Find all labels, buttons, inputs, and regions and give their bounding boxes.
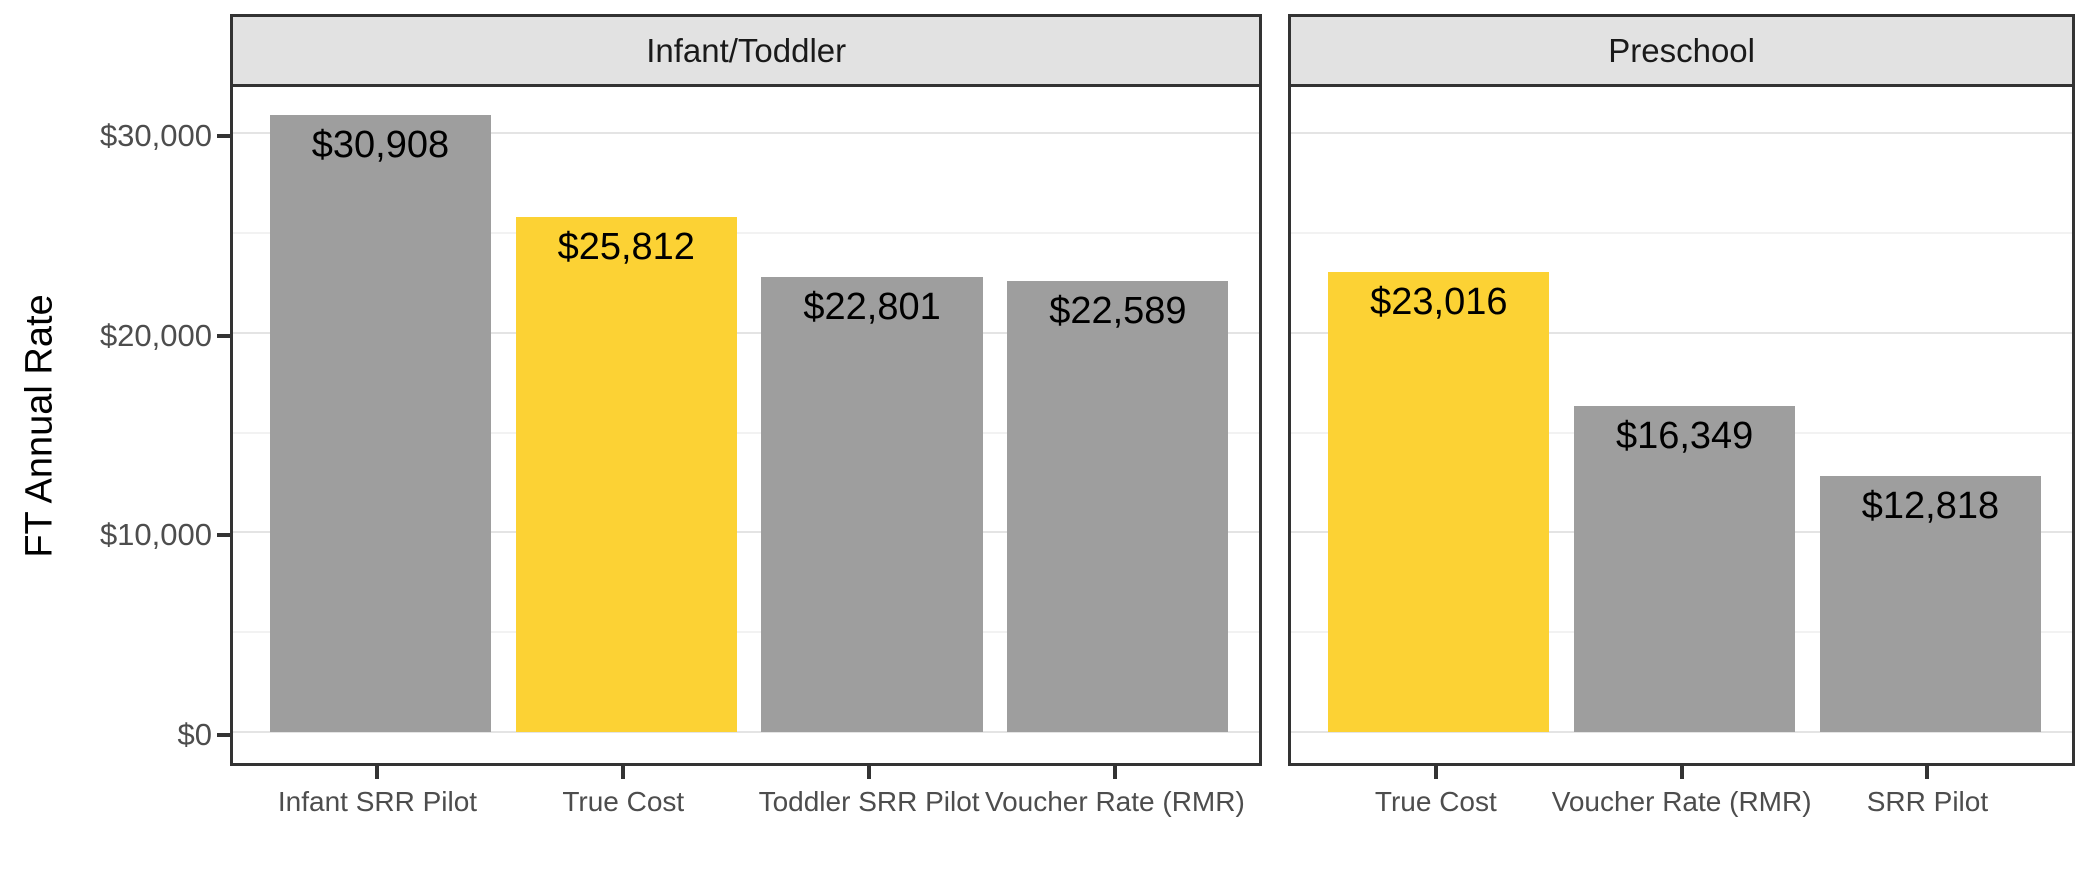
gridline-major <box>1291 132 2072 134</box>
x-tick-mark <box>1433 766 1438 779</box>
bar-value-label: $25,812 <box>557 225 695 268</box>
x-tick-mark <box>1679 766 1684 779</box>
gridline-major <box>233 731 1260 734</box>
gridline-major <box>1291 331 2072 334</box>
bar-value-label: $12,818 <box>1861 485 2000 528</box>
x-tick-mark <box>621 766 626 779</box>
facet-strip-label: Infant/Toddler <box>646 31 847 69</box>
gridline-minor <box>1291 231 2072 234</box>
y-tick-label: $10,000 <box>99 517 212 553</box>
x-tick-mark <box>375 766 380 779</box>
bar: $22,801 <box>761 276 983 733</box>
bar: $12,818 <box>1819 476 2042 733</box>
bar: $22,589 <box>1007 281 1229 733</box>
bar-value-label: $16,349 <box>1615 414 1754 457</box>
x-tick-label: SRR Pilot <box>1866 786 1989 817</box>
x-tick-label: True Cost <box>1374 786 1497 817</box>
facet-strip: Preschool <box>1288 14 2075 87</box>
y-tick-mark <box>217 133 230 138</box>
gridline-major <box>233 331 1260 334</box>
x-tick-mark <box>1112 766 1117 779</box>
y-tick-mark <box>217 533 230 538</box>
bar-value-label: $22,801 <box>803 285 941 328</box>
gridline-major <box>1291 731 2072 734</box>
x-tick-label: Voucher Rate (RMR) <box>1551 786 1812 817</box>
bar: $30,908 <box>269 114 492 733</box>
x-tick-label: Infant SRR Pilot <box>277 786 478 817</box>
x-tick-mark <box>867 766 872 779</box>
y-tick-label: $30,000 <box>99 117 212 153</box>
x-tick-label: Voucher Rate (RMR) <box>984 786 1245 817</box>
x-tick-label: True Cost <box>562 786 685 817</box>
y-tick-mark <box>217 333 230 338</box>
gridline-minor <box>233 431 1260 434</box>
y-tick-mark <box>217 733 230 738</box>
y-tick-label: $20,000 <box>99 317 212 353</box>
x-tick-label: Toddler SRR Pilot <box>758 786 980 817</box>
bar: $16,349 <box>1574 405 1796 733</box>
x-tick-mark <box>1925 766 1930 779</box>
gridline-minor <box>233 631 1260 634</box>
facet-strip-label: Preschool <box>1608 31 1755 69</box>
bar: $25,812 <box>515 216 737 733</box>
gridline-major <box>233 132 1260 134</box>
bar-value-label: $30,908 <box>311 123 450 166</box>
facet-strip: Infant/Toddler <box>230 14 1263 87</box>
y-tick-label: $0 <box>177 717 212 753</box>
plot-area: $23,016 $16,349 $12,818 <box>1288 87 2075 766</box>
gridline-minor <box>233 231 1260 234</box>
bar-value-label: $22,589 <box>1049 290 1187 333</box>
bar-value-label: $23,016 <box>1370 281 1508 324</box>
gridline-major <box>233 531 1260 534</box>
bar: $23,016 <box>1328 272 1550 733</box>
plot-area: $30,908 $25,812 $22,801 $22,589 <box>230 87 1263 766</box>
